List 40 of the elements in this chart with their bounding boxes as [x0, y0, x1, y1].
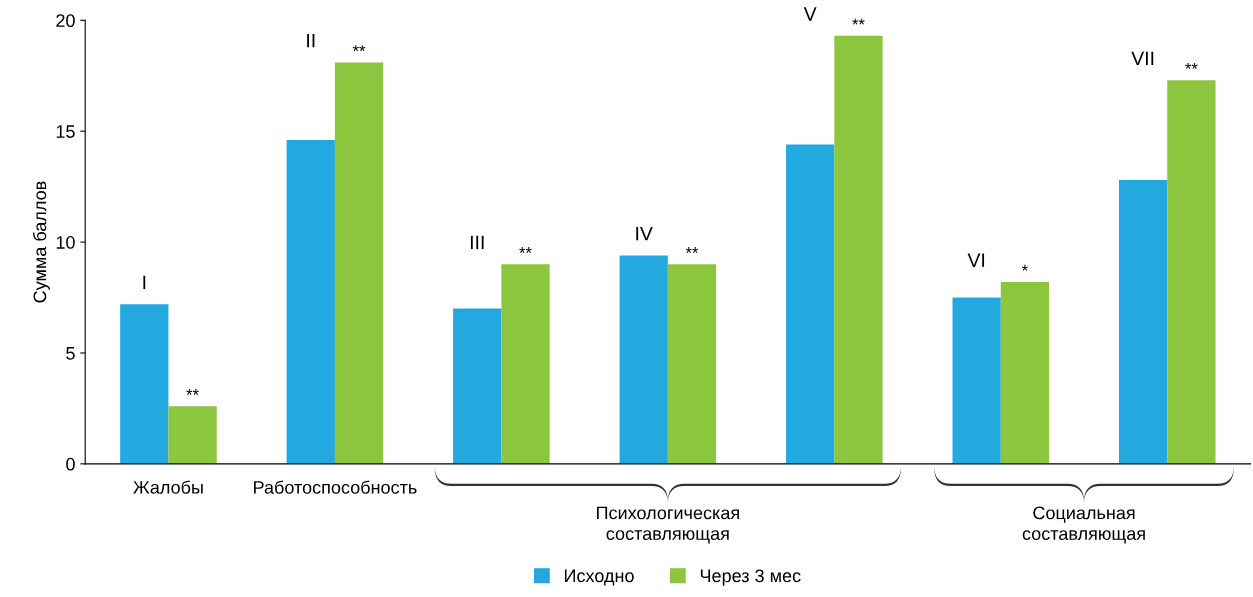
bar [667, 264, 717, 464]
y-tick-label: 15 [56, 125, 75, 138]
bar [168, 406, 217, 464]
annotation: ** [352, 45, 366, 52]
bar [834, 35, 883, 464]
bar [286, 140, 335, 464]
y-axis-title: Сумма баллов [32, 181, 50, 303]
bar [1118, 179, 1168, 464]
bar [334, 62, 384, 464]
bar [120, 304, 169, 464]
bar [786, 144, 835, 464]
y-tick-label: 10 [56, 236, 75, 249]
annotation: ** [852, 18, 865, 25]
text: Социальная составляющая [1022, 506, 1145, 544]
annotation: II [307, 33, 315, 48]
x-tick-label: Работоспособность [254, 480, 417, 494]
annotation: ** [685, 247, 699, 253]
bar [453, 308, 502, 464]
annotation: ** [519, 247, 532, 253]
annotation: V [803, 7, 817, 21]
bar [1167, 80, 1216, 464]
bar [1000, 282, 1050, 464]
y-tick-label: 5 [66, 347, 75, 360]
annotation: IV [636, 226, 653, 241]
bar [619, 255, 668, 464]
annotation: * [1021, 264, 1028, 271]
annotation: VI [967, 253, 985, 267]
legend-label: Через 3 мес [700, 569, 801, 586]
bar [501, 264, 550, 464]
x-tick-label: Жалобы [133, 480, 203, 494]
annotation: VII [1131, 51, 1154, 66]
annotation: ** [1185, 63, 1198, 69]
annotation: I [143, 275, 146, 290]
y-tick-label: 20 [56, 14, 75, 28]
annotation: ** [186, 389, 199, 395]
y-tick-label: 0 [66, 457, 75, 471]
legend-label: Исходно [564, 569, 634, 586]
bar [952, 297, 1001, 464]
annotation: III [470, 235, 484, 250]
text: Психологическая составляющая [597, 506, 739, 544]
